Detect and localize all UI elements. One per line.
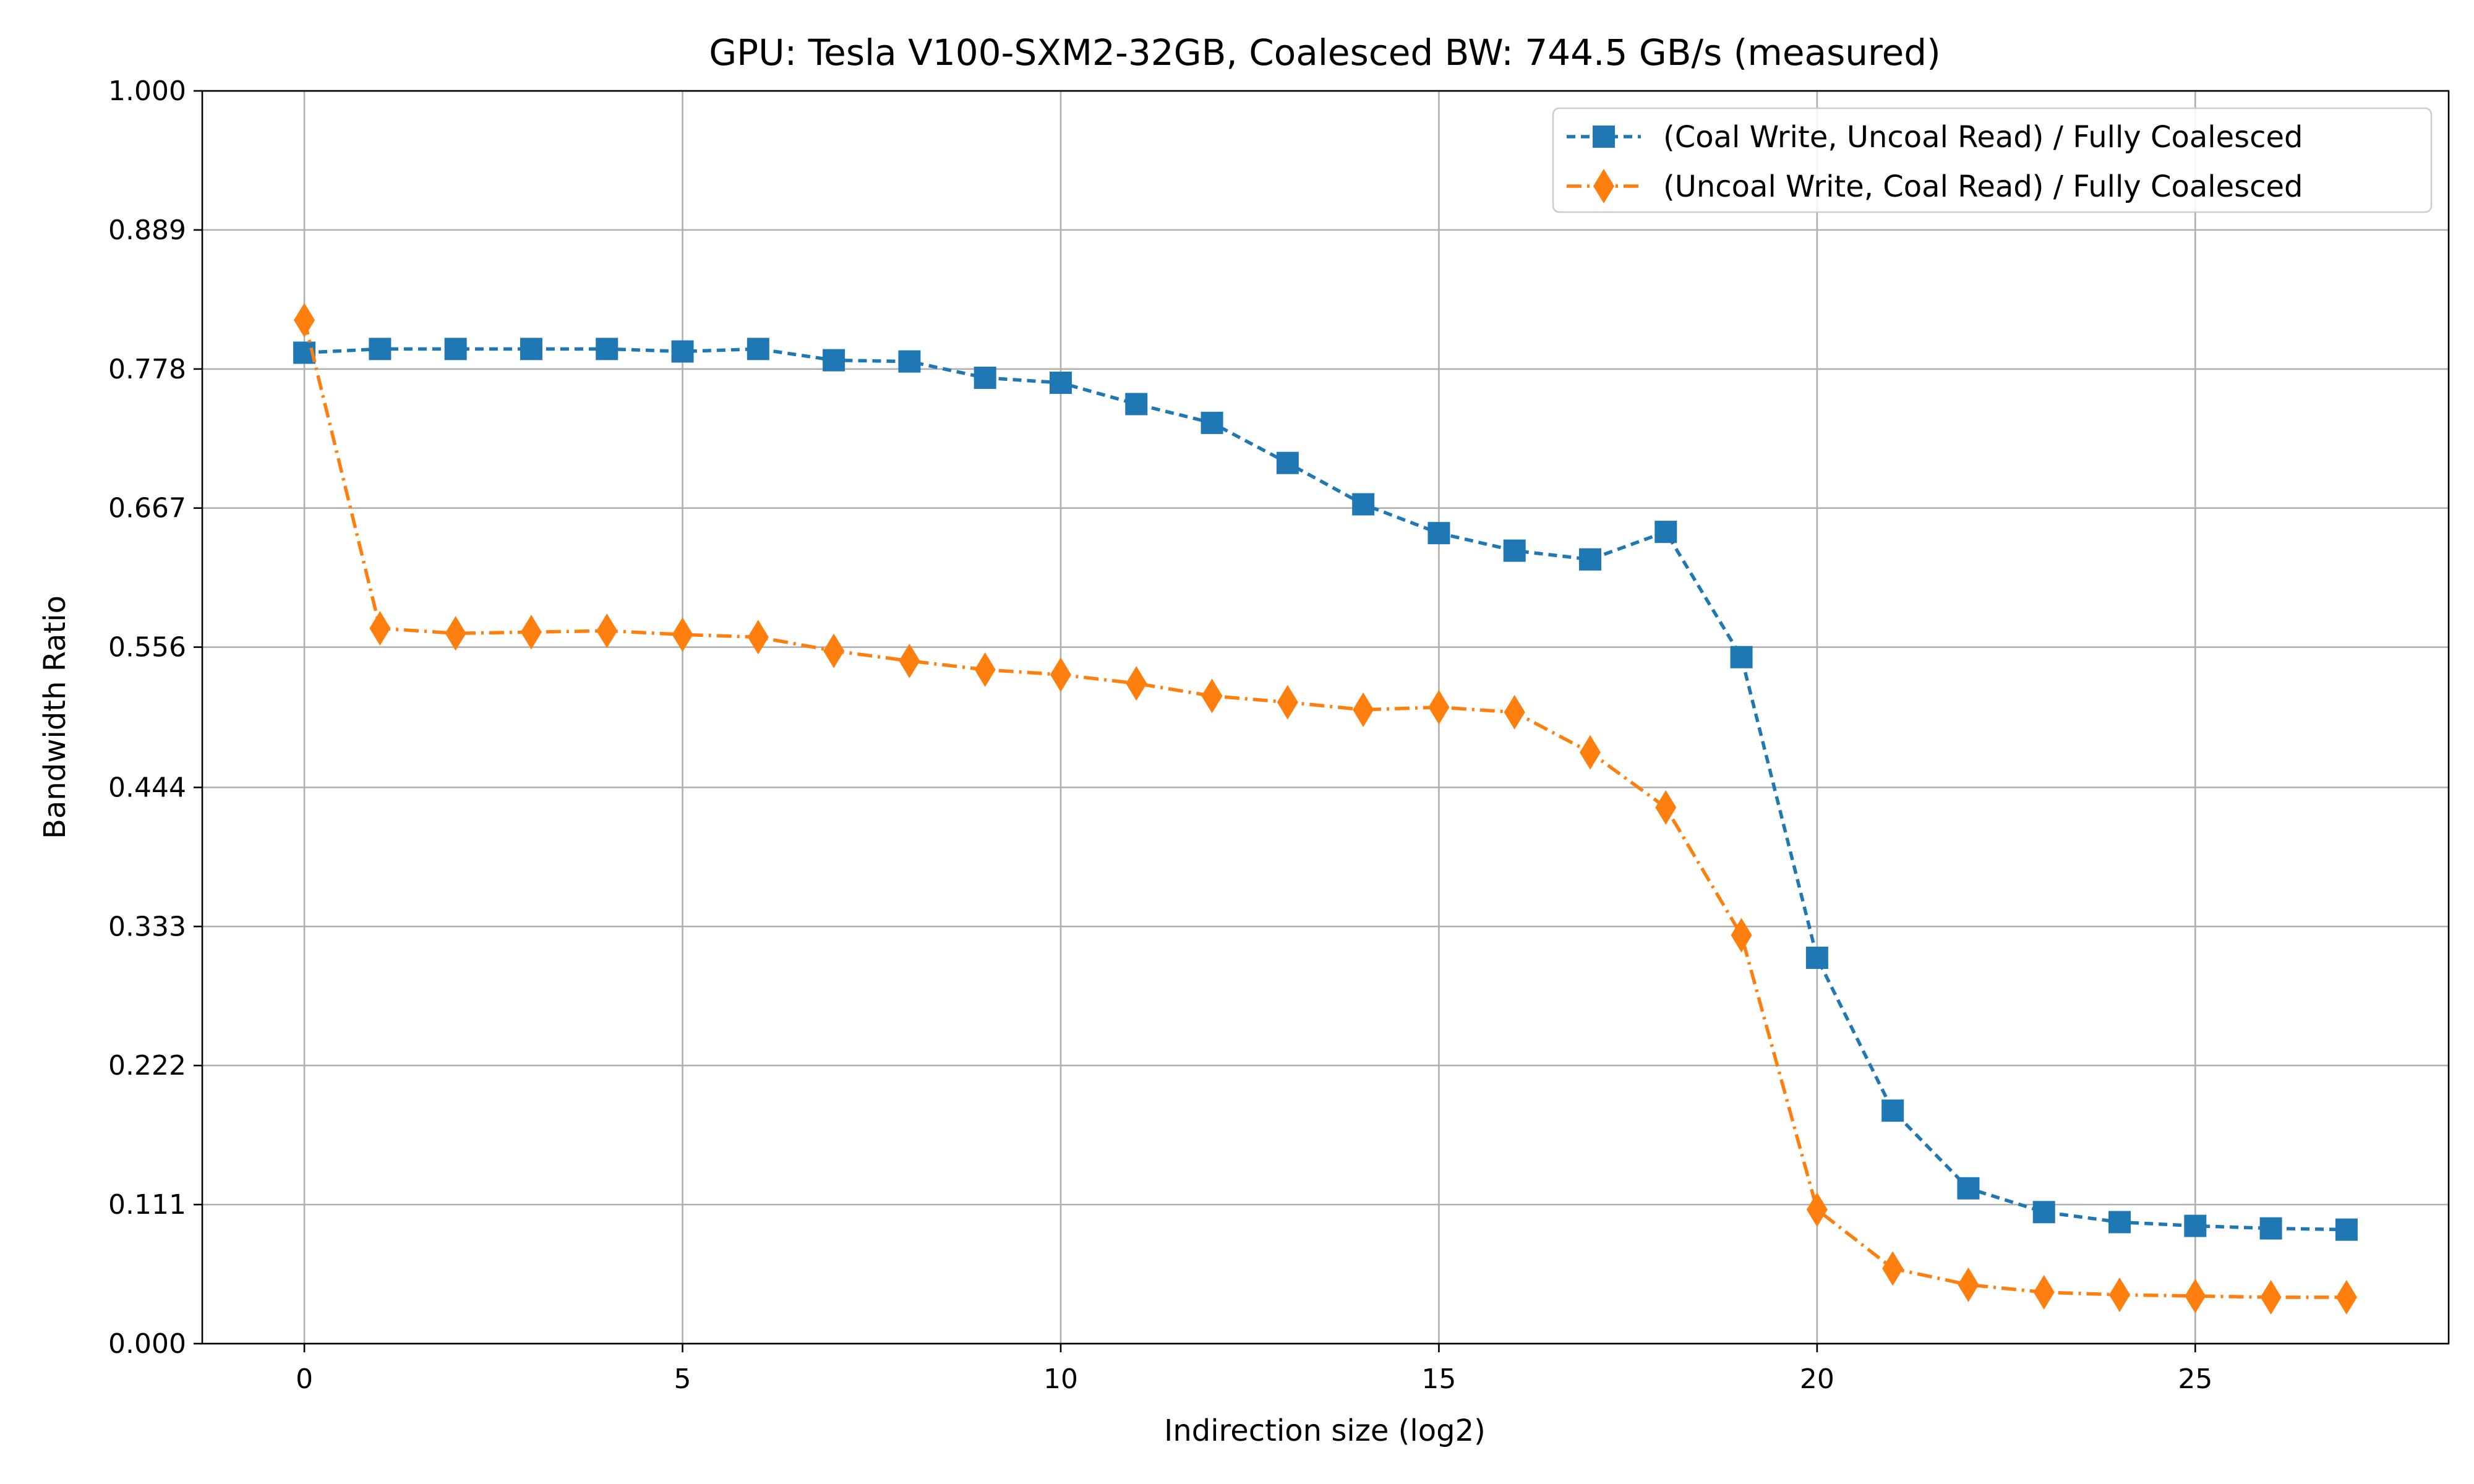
series-2-point (1201, 678, 1223, 714)
series-2-point (1655, 790, 1677, 825)
plot-frame (201, 90, 2450, 1345)
series-1-point (1276, 451, 1299, 474)
legend-label: (Coal Write, Uncoal Read) / Fully Coales… (1663, 120, 2303, 155)
series-2-point (2033, 1274, 2055, 1310)
legend-marker (1593, 126, 1615, 148)
series-2-point (1126, 666, 1147, 701)
y-tick-label: 0.000 (108, 1328, 186, 1360)
series-2-point (520, 615, 542, 650)
series-2-point (747, 620, 769, 655)
series-2-point (1504, 694, 1525, 730)
legend-box (1552, 107, 2433, 213)
y-tick-label: 0.667 (108, 493, 186, 524)
series-2-point (2335, 1280, 2357, 1315)
y-tick-label: 0.556 (108, 632, 186, 663)
legend-marker (1593, 169, 1614, 203)
x-tick-label: 25 (2178, 1363, 2212, 1395)
y-tick-label: 1.000 (108, 75, 186, 107)
series-2-point (1958, 1267, 1979, 1302)
series-1-point (1427, 522, 1450, 545)
series-1-point (974, 366, 996, 389)
series-1-point (1957, 1177, 1980, 1200)
series-2-point (596, 613, 618, 649)
series-1-line (304, 347, 2347, 1232)
y-axis-label: Bandwidth Ratio (38, 595, 72, 839)
series-2-point (1731, 918, 1752, 953)
y-tick-label: 0.778 (108, 354, 186, 385)
series-2-point (445, 616, 466, 651)
series-1-point (520, 338, 542, 360)
y-tick-label: 0.444 (108, 772, 186, 803)
x-tick-label: 20 (1800, 1363, 1834, 1395)
series-1-point (898, 350, 921, 373)
series-1-point (1654, 521, 1677, 544)
legend-item: (Coal Write, Uncoal Read) / Fully Coales… (1567, 120, 2303, 155)
x-tick-label: 10 (1043, 1363, 1078, 1395)
series-2-point (1428, 689, 1450, 725)
series-2-point (1353, 692, 1374, 727)
series-1-point (671, 340, 694, 363)
series-1-point (2335, 1218, 2358, 1241)
series-1-point (444, 338, 467, 360)
legend-item: (Uncoal Write, Coal Read) / Fully Coales… (1567, 169, 2303, 204)
series-1 (293, 338, 2358, 1241)
series-1-point (1352, 493, 1375, 516)
series-2 (294, 302, 2357, 1315)
series-1-point (1201, 411, 1223, 434)
y-tick-label: 0.889 (108, 215, 186, 246)
axis-ticks: 0 5 10 15 20 25 0.000 0.111 0.222 0.333 0.444 0.556… (108, 75, 2212, 1395)
series-2-point (1806, 1192, 1828, 1227)
x-axis-label: Indirection size (log2) (1164, 1414, 1486, 1448)
series-1-point (369, 338, 392, 360)
x-tick-label: 0 (296, 1363, 313, 1395)
series-1-point (2259, 1217, 2282, 1240)
series-1-point (1730, 646, 1753, 668)
series-1-point (1503, 539, 1526, 562)
series-2-point (2109, 1277, 2131, 1312)
series-2-point (294, 302, 315, 338)
series-1-point (747, 338, 769, 360)
y-tick-label: 0.333 (108, 911, 186, 942)
series-1-point (2108, 1211, 2131, 1234)
series-2-line (302, 320, 2347, 1299)
series-2-point (369, 611, 391, 646)
x-tick-label: 5 (674, 1363, 691, 1395)
series-1-point (1881, 1099, 1904, 1122)
series-2-point (672, 617, 693, 652)
series-1-point (2032, 1201, 2055, 1224)
series-2-point (974, 652, 996, 688)
chart-title: GPU: Tesla V100-SXM2-32GB, Coalesced BW:… (709, 32, 1941, 74)
y-tick-label: 0.111 (108, 1189, 186, 1221)
series-2-point (2260, 1280, 2282, 1315)
series-layer (293, 302, 2358, 1315)
series-1-point (1049, 372, 1072, 394)
legend: (Coal Write, Uncoal Read) / Fully Coales… (1552, 107, 2433, 213)
series-2-point (899, 643, 920, 678)
series-1-point (1125, 393, 1148, 416)
series-1-point (823, 349, 845, 372)
series-1-point (596, 338, 618, 360)
y-tick-label: 0.222 (108, 1050, 186, 1081)
grid-lines (202, 90, 2449, 1345)
series-2-point (1580, 735, 1601, 770)
series-1-point (2184, 1214, 2207, 1237)
series-2-point (823, 633, 845, 668)
series-2-point (1277, 684, 1298, 720)
series-1-point (1805, 946, 1828, 969)
series-2-point (2185, 1279, 2206, 1314)
series-2-point (1050, 657, 1071, 693)
x-tick-label: 15 (1421, 1363, 1456, 1395)
series-1-point (1579, 548, 1602, 571)
legend-label: (Uncoal Write, Coal Read) / Fully Coales… (1663, 169, 2303, 204)
series-2-point (1882, 1251, 1904, 1286)
